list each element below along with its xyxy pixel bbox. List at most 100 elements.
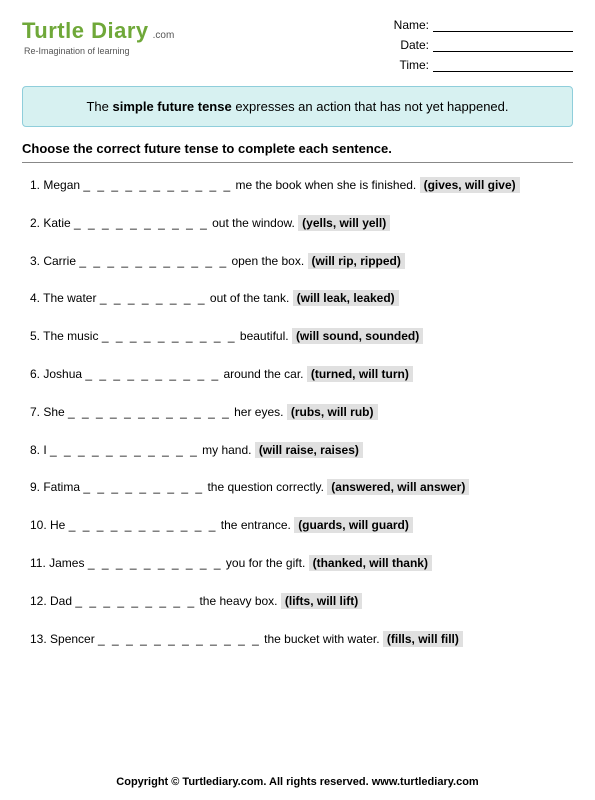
answer-blank[interactable]: _ _ _ _ _ _ _ _ _ _ — [88, 556, 223, 570]
answer-blank[interactable]: _ _ _ _ _ _ _ _ _ _ _ — [83, 178, 232, 192]
question-row: 10. He _ _ _ _ _ _ _ _ _ _ _ the entranc… — [30, 517, 573, 534]
answer-choices: (answered, will answer) — [327, 479, 469, 495]
question-number: 7. — [30, 405, 43, 419]
question-number: 9. — [30, 480, 43, 494]
question-pre: Joshua — [43, 367, 85, 381]
question-row: 1. Megan _ _ _ _ _ _ _ _ _ _ _ me the bo… — [30, 177, 573, 194]
question-number: 13. — [30, 632, 50, 646]
date-line[interactable] — [433, 51, 573, 52]
answer-blank[interactable]: _ _ _ _ _ _ _ _ _ _ _ — [79, 254, 228, 268]
answer-choices: (gives, will give) — [420, 177, 520, 193]
question-post: the bucket with water. — [261, 632, 383, 646]
answer-blank[interactable]: _ _ _ _ _ _ _ _ _ _ _ — [69, 518, 218, 532]
separator — [22, 162, 573, 163]
question-row: 6. Joshua _ _ _ _ _ _ _ _ _ _ around the… — [30, 366, 573, 383]
answer-blank[interactable]: _ _ _ _ _ _ _ _ _ — [75, 594, 196, 608]
answer-blank[interactable]: _ _ _ _ _ _ _ _ _ _ _ — [50, 443, 199, 457]
question-row: 2. Katie _ _ _ _ _ _ _ _ _ _ out the win… — [30, 215, 573, 232]
question-number: 2. — [30, 216, 43, 230]
question-post: my hand. — [199, 443, 255, 457]
answer-blank[interactable]: _ _ _ _ _ _ _ _ _ _ — [74, 216, 209, 230]
time-label: Time: — [399, 58, 429, 72]
question-number: 5. — [30, 329, 43, 343]
question-row: 13. Spencer _ _ _ _ _ _ _ _ _ _ _ _ the … — [30, 631, 573, 648]
footer-copyright: Copyright © Turtlediary.com. All rights … — [0, 776, 595, 788]
time-row: Time: — [394, 58, 573, 72]
answer-choices: (will raise, raises) — [255, 442, 363, 458]
question-pre: Katie — [43, 216, 74, 230]
answer-blank[interactable]: _ _ _ _ _ _ _ _ _ _ _ _ — [98, 632, 261, 646]
header: Turtle Diary .com Re-Imagination of lear… — [22, 18, 573, 72]
meta-fields: Name: Date: Time: — [394, 18, 573, 72]
question-row: 5. The music _ _ _ _ _ _ _ _ _ _ beautif… — [30, 328, 573, 345]
question-post: out the window. — [209, 216, 298, 230]
question-row: 12. Dad _ _ _ _ _ _ _ _ _ the heavy box.… — [30, 593, 573, 610]
answer-choices: (will sound, sounded) — [292, 328, 423, 344]
question-pre: The water — [43, 291, 100, 305]
question-number: 3. — [30, 254, 43, 268]
question-post: beautiful. — [237, 329, 292, 343]
question-post: out of the tank. — [207, 291, 293, 305]
info-box: The simple future tense expresses an act… — [22, 86, 573, 127]
answer-choices: (will leak, leaked) — [293, 290, 399, 306]
answer-blank[interactable]: _ _ _ _ _ _ _ _ — [100, 291, 207, 305]
logo-tagline: Re-Imagination of learning — [24, 46, 174, 56]
question-post: open the box. — [228, 254, 307, 268]
date-row: Date: — [394, 38, 573, 52]
logo-brand: Turtle Diary — [22, 18, 149, 44]
question-post: her eyes. — [231, 405, 287, 419]
info-bold: simple future tense — [113, 99, 232, 114]
question-post: you for the gift. — [223, 556, 309, 570]
question-number: 10. — [30, 518, 50, 532]
logo-row: Turtle Diary .com — [22, 18, 174, 44]
answer-choices: (turned, will turn) — [307, 366, 413, 382]
answer-choices: (fills, will fill) — [383, 631, 463, 647]
question-pre: Carrie — [43, 254, 79, 268]
answer-blank[interactable]: _ _ _ _ _ _ _ _ _ _ — [102, 329, 237, 343]
question-post: me the book when she is finished. — [232, 178, 419, 192]
question-pre: Spencer — [50, 632, 98, 646]
logo-dotcom: .com — [153, 30, 175, 41]
answer-blank[interactable]: _ _ _ _ _ _ _ _ _ _ — [85, 367, 220, 381]
question-row: 9. Fatima _ _ _ _ _ _ _ _ _ the question… — [30, 479, 573, 496]
answer-choices: (lifts, will lift) — [281, 593, 362, 609]
question-pre: Dad — [50, 594, 75, 608]
info-pre: The — [86, 99, 112, 114]
question-pre: I — [43, 443, 50, 457]
question-post: the question correctly. — [204, 480, 327, 494]
question-pre: He — [50, 518, 69, 532]
question-number: 6. — [30, 367, 43, 381]
question-number: 11. — [30, 556, 49, 570]
question-pre: Fatima — [43, 480, 83, 494]
question-number: 1. — [30, 178, 43, 192]
question-row: 8. I _ _ _ _ _ _ _ _ _ _ _ my hand. (wil… — [30, 442, 573, 459]
name-line[interactable] — [433, 31, 573, 32]
answer-blank[interactable]: _ _ _ _ _ _ _ _ _ _ _ _ — [68, 405, 231, 419]
question-number: 12. — [30, 594, 50, 608]
answer-choices: (thanked, will thank) — [309, 555, 432, 571]
answer-choices: (rubs, will rub) — [287, 404, 378, 420]
question-row: 11. James _ _ _ _ _ _ _ _ _ _ you for th… — [30, 555, 573, 572]
question-row: 3. Carrie _ _ _ _ _ _ _ _ _ _ _ open the… — [30, 253, 573, 270]
logo-block: Turtle Diary .com Re-Imagination of lear… — [22, 18, 174, 72]
question-pre: Megan — [43, 178, 83, 192]
question-row: 4. The water _ _ _ _ _ _ _ _ out of the … — [30, 290, 573, 307]
answer-choices: (will rip, ripped) — [308, 253, 405, 269]
question-pre: The music — [43, 329, 102, 343]
answer-blank[interactable]: _ _ _ _ _ _ _ _ _ — [83, 480, 204, 494]
time-line[interactable] — [433, 71, 573, 72]
question-row: 7. She _ _ _ _ _ _ _ _ _ _ _ _ her eyes.… — [30, 404, 573, 421]
question-number: 4. — [30, 291, 43, 305]
questions-list: 1. Megan _ _ _ _ _ _ _ _ _ _ _ me the bo… — [22, 177, 573, 647]
answer-choices: (guards, will guard) — [294, 517, 413, 533]
instruction: Choose the correct future tense to compl… — [22, 141, 573, 156]
date-label: Date: — [400, 38, 429, 52]
name-row: Name: — [394, 18, 573, 32]
answer-choices: (yells, will yell) — [298, 215, 390, 231]
question-post: around the car. — [220, 367, 307, 381]
question-pre: She — [43, 405, 68, 419]
question-post: the entrance. — [217, 518, 294, 532]
question-post: the heavy box. — [196, 594, 281, 608]
info-post: expresses an action that has not yet hap… — [232, 99, 509, 114]
question-pre: James — [49, 556, 88, 570]
